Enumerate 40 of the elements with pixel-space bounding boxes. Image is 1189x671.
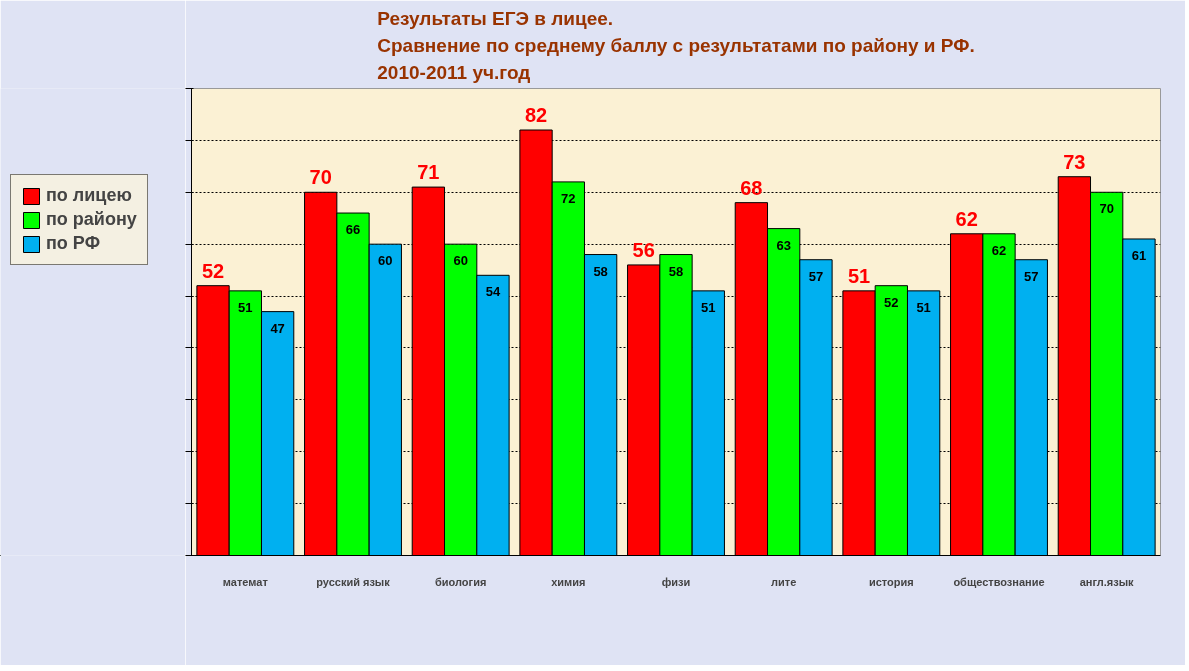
x-tick-label: обществознание <box>953 575 1045 588</box>
x-tick-label: русский язык <box>316 575 391 588</box>
x-tick-label: математ <box>222 575 269 588</box>
data-label: 47 <box>270 320 285 336</box>
data-label: 57 <box>808 268 824 284</box>
data-label: 51 <box>847 264 871 287</box>
x-tick-label: лите <box>771 575 797 588</box>
legend-label: по РФ <box>46 233 100 254</box>
legend-label: по лицею <box>46 185 132 206</box>
data-label: 70 <box>309 166 332 189</box>
data-label: 82 <box>524 104 548 127</box>
data-label: 57 <box>1024 268 1039 284</box>
data-label: 66 <box>345 222 361 238</box>
data-label: 51 <box>238 299 253 315</box>
data-label: 60 <box>378 253 393 269</box>
data-label: 51 <box>701 299 716 315</box>
data-label: 54 <box>485 284 501 300</box>
x-tick-label: химия <box>551 575 586 588</box>
data-label: 72 <box>561 190 576 206</box>
data-label: 61 <box>1131 247 1147 263</box>
data-label: 63 <box>776 237 791 253</box>
data-label: 60 <box>453 253 468 269</box>
legend-label: по району <box>46 209 137 230</box>
x-tick-label: физи <box>661 575 691 588</box>
data-label: 56 <box>632 238 655 261</box>
data-label: 58 <box>593 263 608 279</box>
data-label: 71 <box>417 161 440 184</box>
chart-title: Результаты ЕГЭ в лицее. Сравнение по среднему баллу с результатами по району и РФ. 2010-2011 уч.год <box>377 7 975 84</box>
x-tick-label: история <box>868 575 914 588</box>
x-tick-label: биология <box>435 575 487 588</box>
data-label: 73 <box>1063 150 1086 173</box>
data-label: 51 <box>916 299 931 315</box>
x-tick-label: англ.язык <box>1079 575 1135 588</box>
data-label: 52 <box>884 294 899 310</box>
data-label: 62 <box>955 207 978 230</box>
data-label: 70 <box>1099 201 1114 217</box>
data-label: 52 <box>201 259 225 282</box>
data-label: 62 <box>991 242 1007 258</box>
data-label: 68 <box>740 176 763 199</box>
data-label: 58 <box>668 263 684 279</box>
